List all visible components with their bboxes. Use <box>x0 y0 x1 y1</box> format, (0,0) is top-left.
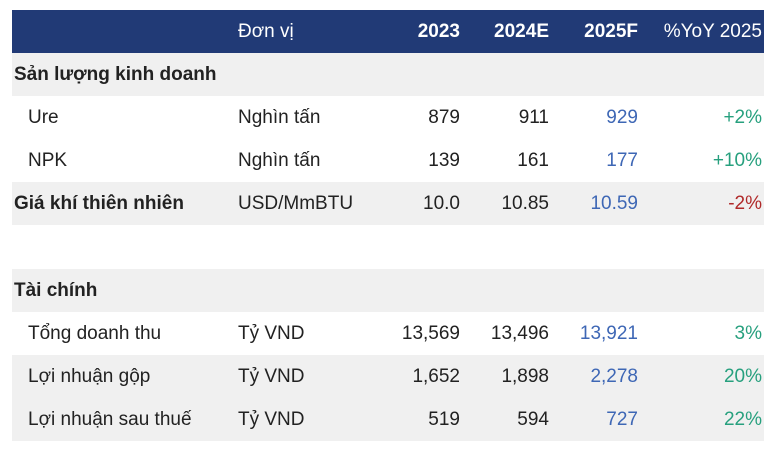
forecast-table: Đơn vị 2023 2024E 2025F %YoY 2025 Sản lư… <box>12 10 764 441</box>
table-row: NPK Nghìn tấn 139 161 177 +10% <box>12 139 764 182</box>
header-unit: Đơn vị <box>238 20 294 42</box>
value-2024e: 10.85 <box>501 192 549 214</box>
value-yoy: 22% <box>723 408 762 430</box>
header-2023: 2023 <box>417 20 460 42</box>
value-2025f: 177 <box>606 149 638 171</box>
table-row: Lợi nhuận sau thuế Tỷ VND 519 594 727 22… <box>12 398 764 441</box>
table-header: Đơn vị 2023 2024E 2025F %YoY 2025 <box>12 10 764 53</box>
row-unit: Nghìn tấn <box>238 149 321 171</box>
row-label: Ure <box>28 106 59 128</box>
row-label: Lợi nhuận gộp <box>28 365 151 387</box>
value-2023: 10.0 <box>423 192 460 214</box>
row-unit: Tỷ VND <box>238 322 305 344</box>
header-2025f: 2025F <box>584 20 638 42</box>
section-spacer <box>12 225 764 269</box>
row-unit: Nghìn tấn <box>238 106 321 128</box>
value-2024e: 161 <box>517 149 549 171</box>
row-label: Tổng doanh thu <box>28 322 162 344</box>
row-label: Giá khí thiên nhiên <box>14 192 184 214</box>
value-2025f: 727 <box>606 408 638 430</box>
value-2023: 13,569 <box>401 322 460 344</box>
section-title-row: Tài chính <box>12 269 764 312</box>
row-unit: USD/MmBTU <box>238 192 354 214</box>
table-row: Ure Nghìn tấn 879 911 929 +2% <box>12 96 764 139</box>
value-2023: 139 <box>428 149 460 171</box>
header-2024e: 2024E <box>494 20 549 42</box>
section-title: Tài chính <box>14 279 98 301</box>
value-2024e: 594 <box>517 408 549 430</box>
row-label: Lợi nhuận sau thuế <box>28 408 192 430</box>
value-2024e: 1,898 <box>501 365 549 387</box>
value-yoy: 3% <box>734 322 762 344</box>
section-title: Sản lượng kinh doanh <box>14 63 217 85</box>
value-2025f: 10.59 <box>590 192 638 214</box>
section-title-row: Sản lượng kinh doanh <box>12 53 764 96</box>
table-row: Giá khí thiên nhiên USD/MmBTU 10.0 10.85… <box>12 182 764 225</box>
row-unit: Tỷ VND <box>238 365 305 387</box>
value-2023: 1,652 <box>412 365 460 387</box>
value-yoy: -2% <box>728 192 762 214</box>
table-row: Tổng doanh thu Tỷ VND 13,569 13,496 13,9… <box>12 312 764 355</box>
value-2025f: 13,921 <box>579 322 638 344</box>
value-yoy: 20% <box>723 365 762 387</box>
value-2025f: 2,278 <box>590 365 638 387</box>
value-2025f: 929 <box>606 106 638 128</box>
value-2023: 879 <box>428 106 460 128</box>
value-2024e: 13,496 <box>490 322 549 344</box>
value-2023: 519 <box>428 408 460 430</box>
value-yoy: +2% <box>723 106 762 128</box>
value-2024e: 911 <box>518 106 549 128</box>
header-yoy: %YoY 2025 <box>663 20 762 42</box>
value-yoy: +10% <box>712 149 762 171</box>
table-row: Lợi nhuận gộp Tỷ VND 1,652 1,898 2,278 2… <box>12 355 764 398</box>
row-unit: Tỷ VND <box>238 408 305 430</box>
row-label: NPK <box>28 149 68 171</box>
